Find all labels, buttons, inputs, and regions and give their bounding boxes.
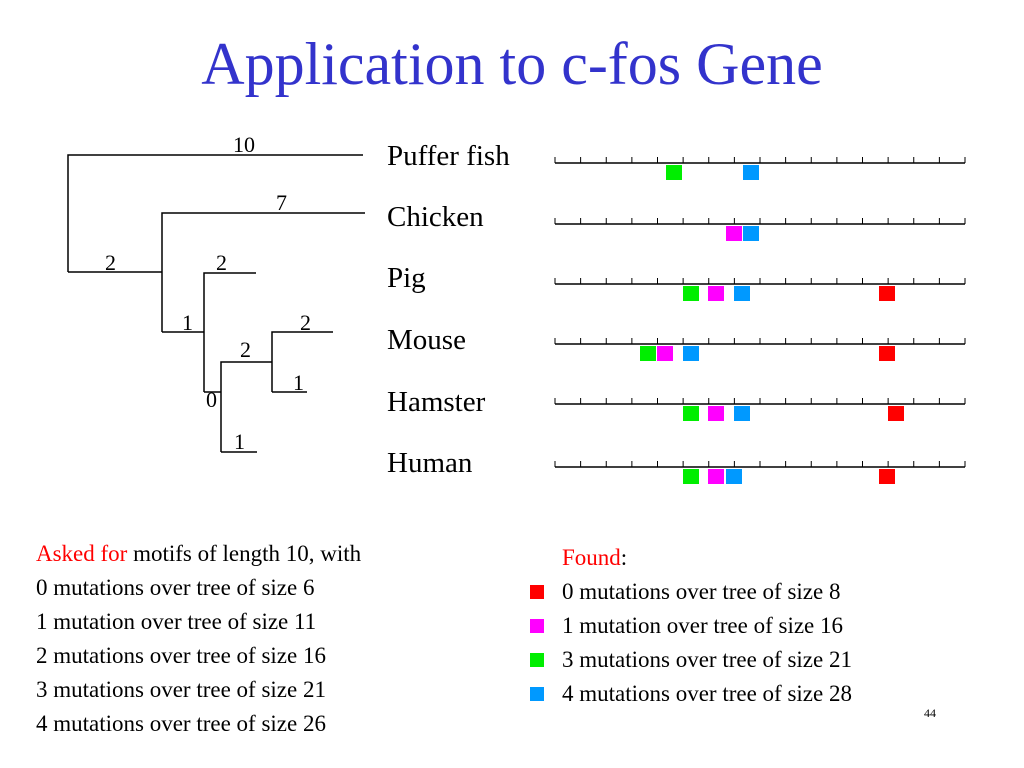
asked-for-block: Asked for motifs of length 10, with 0 mu… xyxy=(36,537,361,741)
asked-line: 2 mutations over tree of size 16 xyxy=(36,643,326,668)
asked-line: 1 mutation over tree of size 11 xyxy=(36,609,317,634)
phylogenetic-tree xyxy=(67,154,365,453)
motif-marker-puffer-fish xyxy=(743,165,759,180)
asked-line: 0 mutations over tree of size 6 xyxy=(36,575,315,600)
tree-branch-mouse xyxy=(271,331,333,392)
motif-marker-mouse xyxy=(683,346,699,361)
asked-heading: Asked for motifs of length 10, with xyxy=(36,537,361,571)
motif-marker-human xyxy=(683,469,699,484)
motif-marker-human xyxy=(708,469,724,484)
motif-markers xyxy=(640,165,904,484)
found-item: 3 mutations over tree of size 21 xyxy=(530,643,852,677)
sequence-ruler-pig xyxy=(554,278,966,285)
legend-swatch-red xyxy=(530,585,544,599)
motif-marker-chicken xyxy=(743,226,759,241)
branch-length-labels: 10 7 2 2 1 2 2 1 0 1 xyxy=(105,132,311,454)
motif-marker-pig xyxy=(683,286,699,301)
motif-marker-chicken xyxy=(726,226,742,241)
branch-label-inner-2: 0 xyxy=(206,387,217,412)
motif-marker-hamster xyxy=(888,406,904,421)
motif-marker-human xyxy=(879,469,895,484)
sequence-rulers xyxy=(554,157,966,468)
sequence-ruler-puffer-fish xyxy=(554,157,966,164)
motif-marker-hamster xyxy=(734,406,750,421)
asked-line: 4 mutations over tree of size 26 xyxy=(36,711,326,736)
tree-branch-rodent xyxy=(220,361,272,452)
found-item-text: 1 mutation over tree of size 16 xyxy=(562,613,844,638)
legend-swatch-blue xyxy=(530,687,544,701)
found-block: Found: 0 mutations over tree of size 8 1… xyxy=(530,541,852,711)
asked-line: 3 mutations over tree of size 21 xyxy=(36,677,326,702)
branch-label-root: 2 xyxy=(105,250,116,275)
motif-marker-pig xyxy=(879,286,895,301)
tree-branch-pig xyxy=(203,272,256,392)
found-item-text: 0 mutations over tree of size 8 xyxy=(562,579,841,604)
tree-branch-puffer-fish xyxy=(67,154,363,272)
asked-heading-rest: motifs of length 10, with xyxy=(127,541,362,566)
found-item-text: 3 mutations over tree of size 21 xyxy=(562,647,852,672)
species-label-chicken: Chicken xyxy=(387,201,484,233)
motif-marker-puffer-fish xyxy=(666,165,682,180)
tree-branch-chicken xyxy=(161,212,365,332)
slide-title: Application to c-fos Gene xyxy=(201,31,823,97)
motif-marker-mouse xyxy=(879,346,895,361)
asked-for-label: Asked for xyxy=(36,541,128,566)
motif-marker-hamster xyxy=(683,406,699,421)
motif-marker-hamster xyxy=(708,406,724,421)
sequence-ruler-human xyxy=(554,461,966,468)
found-item: 0 mutations over tree of size 8 xyxy=(530,575,852,609)
motif-marker-mouse xyxy=(657,346,673,361)
found-heading: Found: xyxy=(530,541,852,575)
motif-marker-mouse xyxy=(640,346,656,361)
species-label-pig: Pig xyxy=(387,262,426,294)
species-label-puffer-fish: Puffer fish xyxy=(387,140,510,172)
legend-swatch-green xyxy=(530,653,544,667)
species-label-hamster: Hamster xyxy=(387,386,486,418)
branch-label-rodent: 2 xyxy=(240,337,251,362)
branch-label-chicken: 7 xyxy=(276,190,287,215)
sequence-ruler-hamster xyxy=(554,398,966,405)
found-item: 1 mutation over tree of size 16 xyxy=(530,609,852,643)
branch-label-hamster: 1 xyxy=(293,370,304,395)
found-colon: : xyxy=(620,545,628,570)
branch-label-mouse: 2 xyxy=(300,310,311,335)
motif-marker-pig xyxy=(708,286,724,301)
sequence-ruler-mouse xyxy=(554,338,966,345)
branch-label-puffer-fish: 10 xyxy=(233,132,255,157)
page-number: 44 xyxy=(924,706,936,720)
motif-marker-pig xyxy=(734,286,750,301)
found-item-text: 4 mutations over tree of size 28 xyxy=(562,681,852,706)
found-item: 4 mutations over tree of size 28 xyxy=(530,677,852,711)
branch-label-inner-1: 1 xyxy=(182,310,193,335)
sequence-ruler-chicken xyxy=(554,218,966,225)
species-label-mouse: Mouse xyxy=(387,324,466,356)
legend-swatch-magenta xyxy=(530,619,544,633)
species-label-human: Human xyxy=(387,447,473,479)
branch-label-pig: 2 xyxy=(216,250,227,275)
found-label: Found xyxy=(562,545,621,570)
branch-label-human: 1 xyxy=(234,429,245,454)
motif-marker-human xyxy=(726,469,742,484)
